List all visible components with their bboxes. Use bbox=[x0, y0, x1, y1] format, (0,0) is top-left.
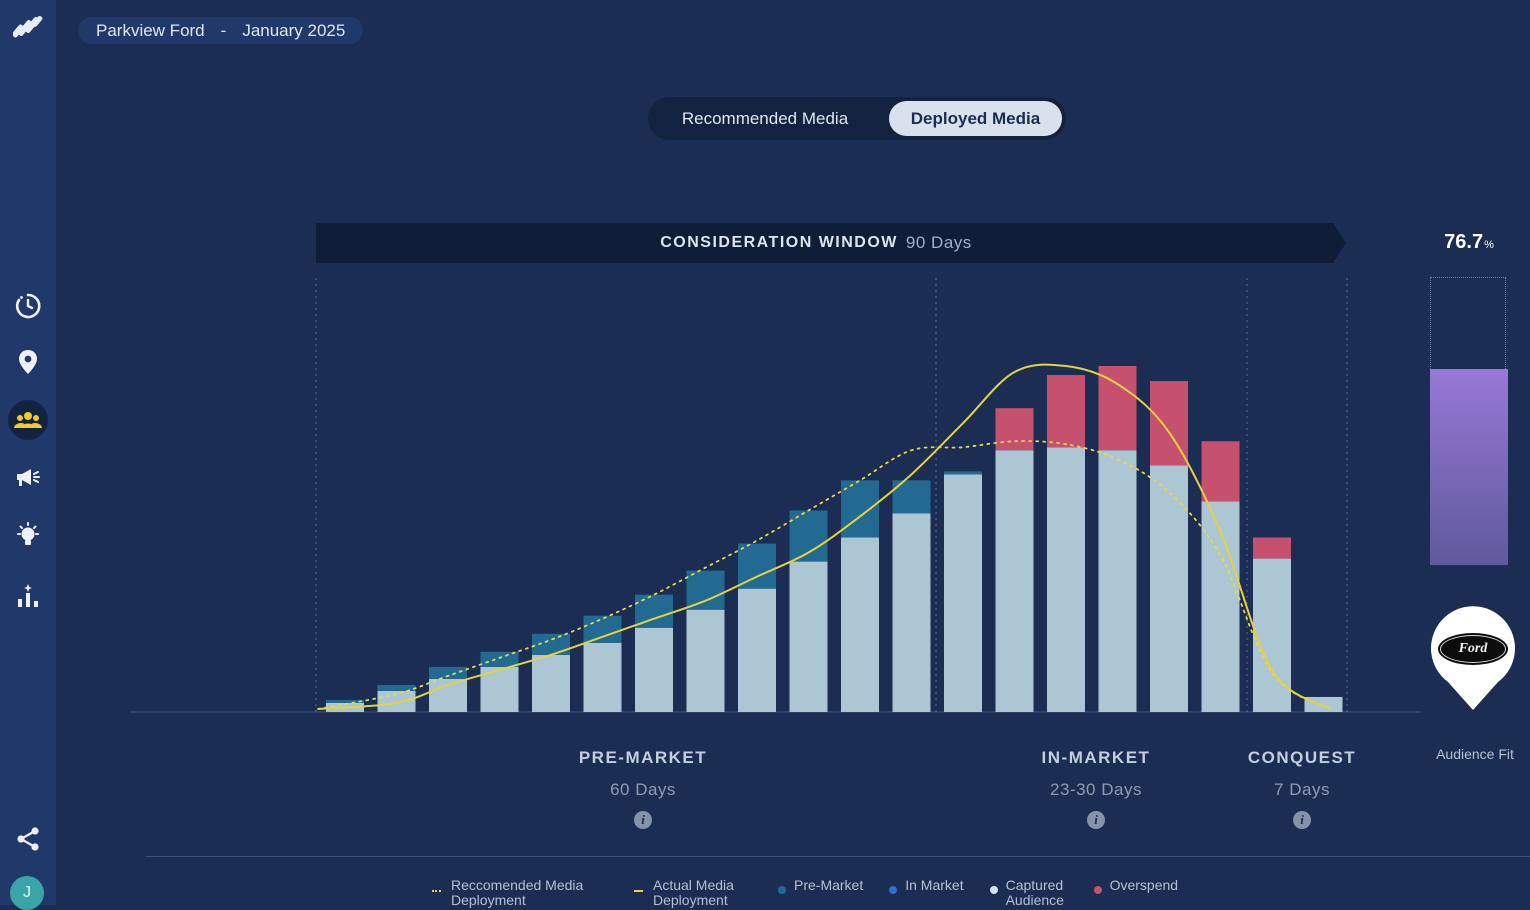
line-swatch bbox=[634, 890, 643, 892]
dotted-line-swatch bbox=[432, 890, 441, 892]
legend-pre-market: Pre-Market bbox=[778, 878, 863, 908]
phase-days: 23-30 Days bbox=[1050, 780, 1142, 799]
bar-captured-audience bbox=[583, 642, 622, 712]
audience-fit-unit: % bbox=[1484, 239, 1494, 251]
audience-fit-label: Audience Fit bbox=[1436, 746, 1514, 762]
dealer-name: Parkview Ford bbox=[96, 20, 205, 40]
phase-in-market: IN-MARKET 23-30 Days i bbox=[996, 748, 1196, 829]
deployed-media-tab[interactable]: Deployed Media bbox=[889, 101, 1062, 136]
avatar[interactable]: J bbox=[10, 876, 44, 910]
location-pin-icon[interactable] bbox=[8, 342, 48, 382]
megaphone-icon[interactable] bbox=[8, 458, 48, 498]
bar-captured-audience bbox=[841, 537, 879, 712]
chart-legend: Reccomended Media Deployment Actual Medi… bbox=[432, 878, 1204, 908]
legend-label: Actual Media Deployment bbox=[653, 877, 734, 908]
legend-actual: Actual Media Deployment bbox=[634, 878, 752, 908]
recommended-media-tab[interactable]: Recommended Media bbox=[681, 108, 849, 128]
phase-pre-market: PRE-MARKET 60 Days i bbox=[543, 748, 743, 829]
legend-label: In Market bbox=[905, 877, 964, 893]
consideration-window-banner: CONSIDERATION WINDOW 90 Days bbox=[316, 223, 1346, 263]
audience-fit-fill bbox=[1430, 369, 1508, 565]
phase-title: IN-MARKET bbox=[1041, 748, 1151, 767]
bar-captured-audience bbox=[1098, 450, 1137, 712]
consideration-window-days: 90 Days bbox=[905, 233, 972, 252]
legend-label: Reccomended Media Deployment bbox=[451, 877, 584, 908]
breadcrumb: Parkview Ford - January 2025 bbox=[78, 17, 364, 44]
bar-pre-market bbox=[532, 633, 570, 655]
bar-overspend bbox=[1098, 366, 1137, 451]
bar-captured-audience bbox=[892, 513, 931, 712]
audience-icon[interactable] bbox=[8, 400, 48, 440]
ford-logo: Ford bbox=[1440, 635, 1506, 663]
legend-label: Overspend bbox=[1109, 877, 1179, 893]
dot-swatch bbox=[1093, 886, 1102, 894]
bar-overspend bbox=[1047, 375, 1085, 448]
dot-swatch bbox=[889, 886, 898, 894]
bar-pre-market bbox=[583, 615, 622, 643]
legend-recommended: Reccomended Media Deployment bbox=[432, 878, 608, 908]
bar-pre-market bbox=[944, 471, 982, 475]
bar-captured-audience bbox=[789, 561, 828, 712]
bar-captured-audience bbox=[1150, 465, 1188, 712]
recommended-deployment-line bbox=[317, 440, 1331, 710]
bar-overspend bbox=[1201, 441, 1240, 502]
bar-captured-audience bbox=[1047, 447, 1085, 712]
legend-label: Captured Audience bbox=[1005, 877, 1064, 908]
bar-captured-audience bbox=[532, 654, 570, 712]
share-icon[interactable] bbox=[8, 819, 48, 859]
bar-pre-market bbox=[738, 543, 776, 589]
phase-title: PRE-MARKET bbox=[578, 748, 708, 767]
dot-swatch bbox=[778, 886, 786, 894]
sidebar: J bbox=[0, 0, 56, 910]
app-logo-icon[interactable] bbox=[8, 6, 48, 46]
phase-days: 7 Days bbox=[1274, 780, 1330, 799]
bar-pre-market bbox=[841, 480, 879, 538]
breadcrumb-separator: - bbox=[220, 20, 227, 40]
avatar-initial: J bbox=[23, 884, 31, 901]
legend-divider bbox=[146, 856, 1530, 857]
legend-label: Pre-Market bbox=[794, 877, 864, 893]
legend-in-market: In Market bbox=[889, 877, 964, 908]
info-icon[interactable]: i bbox=[1293, 811, 1311, 829]
consideration-chart bbox=[131, 278, 1420, 713]
bar-group bbox=[326, 366, 1343, 712]
audience-fit-number: 76.7 bbox=[1444, 231, 1484, 253]
phase-conquest: CONQUEST 7 Days i bbox=[1222, 748, 1382, 829]
phase-days: 60 Days bbox=[610, 780, 676, 799]
bar-overspend bbox=[995, 408, 1034, 451]
bar-pre-market bbox=[377, 684, 416, 691]
bar-captured-audience bbox=[995, 450, 1034, 712]
bar-pre-market bbox=[326, 699, 364, 703]
history-icon[interactable] bbox=[8, 286, 48, 326]
period-label: January 2025 bbox=[242, 20, 346, 40]
legend-captured: Captured Audience bbox=[989, 877, 1068, 908]
bar-captured-audience bbox=[944, 474, 982, 712]
bar-captured-audience bbox=[1253, 558, 1291, 712]
bar-overspend bbox=[1253, 537, 1291, 559]
dot-swatch bbox=[989, 886, 998, 894]
bar-captured-audience bbox=[738, 588, 776, 712]
bar-captured-audience bbox=[1304, 696, 1343, 712]
bar-captured-audience bbox=[429, 678, 467, 712]
actual-deployment-line bbox=[317, 363, 1331, 710]
bar-pre-market bbox=[429, 666, 467, 679]
bar-pre-market bbox=[789, 510, 828, 562]
consideration-window-title: CONSIDERATION WINDOW bbox=[660, 234, 898, 251]
bar-pre-market bbox=[480, 651, 519, 667]
legend-overspend: Overspend bbox=[1093, 877, 1179, 908]
lightbulb-icon[interactable] bbox=[8, 516, 48, 556]
phase-title: CONQUEST bbox=[1247, 748, 1357, 767]
info-icon[interactable]: i bbox=[634, 811, 652, 829]
media-toggle: Recommended Media Deployed Media bbox=[648, 97, 1066, 140]
reports-icon[interactable] bbox=[8, 576, 48, 616]
audience-fit-value: 76.7% bbox=[1430, 231, 1508, 254]
info-icon[interactable]: i bbox=[1087, 811, 1105, 829]
bar-pre-market bbox=[686, 570, 725, 610]
bar-captured-audience bbox=[635, 627, 673, 712]
bar-captured-audience bbox=[686, 609, 725, 712]
